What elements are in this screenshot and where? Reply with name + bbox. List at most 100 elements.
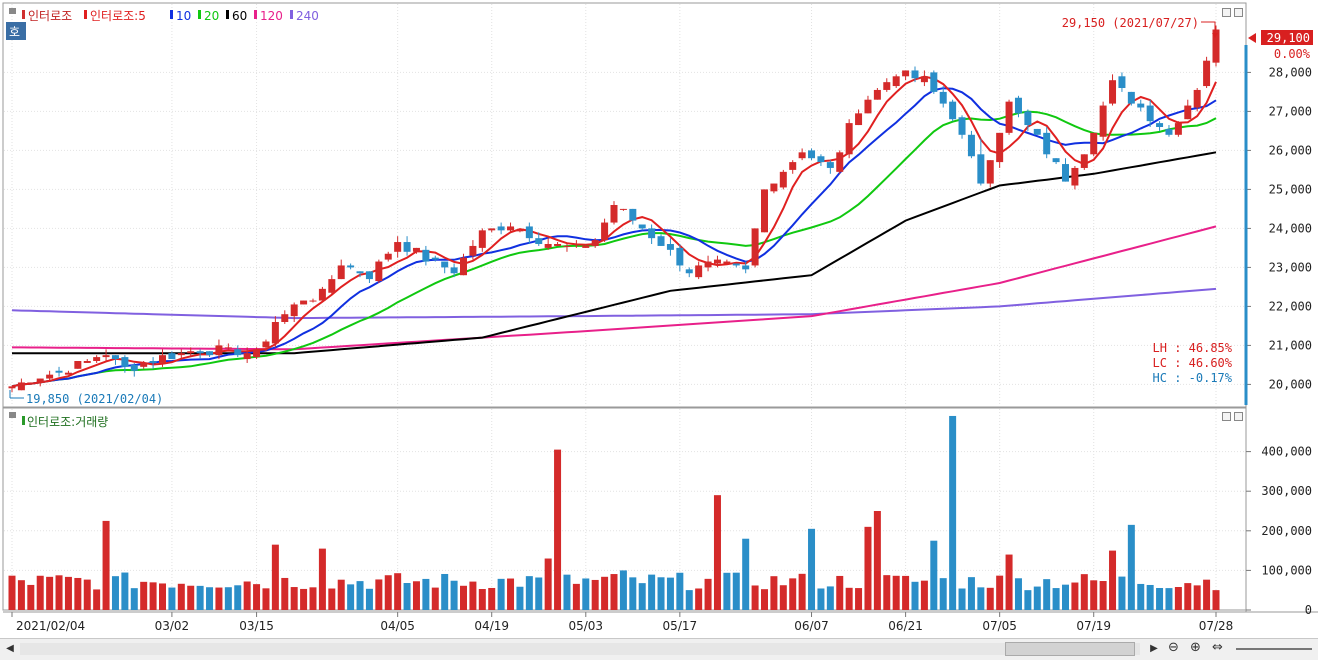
candle: [826, 162, 834, 168]
zoom-out-icon[interactable]: ⊖: [1168, 640, 1179, 655]
candle: [1146, 105, 1154, 122]
candle: [789, 162, 797, 170]
scroll-track[interactable]: [20, 643, 1140, 655]
volume-bar: [46, 576, 54, 610]
volume-bar: [1203, 579, 1211, 610]
candle: [629, 208, 637, 221]
candle: [177, 353, 185, 356]
volume-bar: [986, 587, 994, 610]
candle: [36, 378, 44, 383]
scroll-left-icon[interactable]: ◀: [6, 643, 14, 654]
volume-bar: [507, 578, 515, 610]
volume-bar: [441, 573, 449, 610]
pane-close-button[interactable]: [1234, 8, 1243, 17]
stat-lc: LC : 46.60%: [1153, 356, 1233, 370]
volume-bar: [281, 577, 289, 610]
ma20-line: [11, 110, 1217, 388]
candle: [121, 357, 129, 367]
candle: [770, 183, 778, 192]
volume-series: [8, 415, 1220, 610]
candle: [695, 265, 703, 278]
volume-bar: [196, 585, 204, 610]
volume-bar: [892, 575, 900, 610]
legend-item[interactable]: 10: [176, 9, 191, 23]
volume-bar: [535, 577, 543, 610]
candle: [215, 345, 223, 356]
candle: [1080, 154, 1088, 168]
volume-bar: [17, 580, 25, 610]
volume-tick-label: 200,000: [1261, 524, 1312, 538]
date-tick-label: 06/07: [794, 619, 829, 633]
candle: [1090, 132, 1098, 155]
price-tick-label: 27,000: [1269, 104, 1312, 118]
candle: [864, 99, 872, 114]
date-tick-label: 05/03: [568, 619, 603, 633]
horizontal-scrollbar[interactable]: ◀ ▶ ⊖ ⊕ ⇔: [0, 638, 1318, 660]
candle: [958, 117, 966, 135]
candle: [206, 351, 214, 356]
candle: [243, 353, 251, 360]
volume-bar: [111, 576, 119, 610]
scroll-right-icon[interactable]: ▶: [1150, 643, 1158, 654]
volume-bar: [328, 588, 336, 610]
candle: [751, 228, 759, 266]
volume-bar: [469, 581, 477, 610]
volume-bar: [685, 590, 693, 610]
price-pane-handle-icon[interactable]: [9, 8, 16, 14]
date-tick-label: 05/17: [663, 619, 698, 633]
legend-item[interactable]: 240: [296, 9, 319, 23]
legend-item[interactable]: 120: [260, 9, 283, 23]
zoom-slider[interactable]: [1236, 648, 1312, 650]
candle: [318, 288, 326, 301]
pane-maximize-button[interactable]: [1222, 8, 1231, 17]
volume-tick-label: 400,000: [1261, 445, 1312, 459]
volume-pane-handle-icon[interactable]: [9, 412, 16, 418]
candle: [1099, 105, 1107, 137]
price-legend[interactable]: 인터로조 인터로조:5 10 20 60 120 240: [22, 9, 319, 23]
volume-bar: [1062, 584, 1069, 610]
candle: [1137, 103, 1145, 108]
volume-bar: [1052, 588, 1060, 610]
volume-pane-close-button[interactable]: [1234, 412, 1243, 421]
candle: [394, 242, 402, 252]
volume-bar: [121, 572, 129, 610]
volume-bar: [177, 583, 185, 610]
scroll-thumb[interactable]: [1005, 642, 1135, 656]
volume-bar: [234, 585, 242, 610]
legend-item[interactable]: 인터로조: [28, 9, 72, 23]
candle: [554, 244, 562, 246]
candle: [742, 265, 750, 270]
date-tick-label: 06/21: [888, 619, 923, 633]
volume-bar: [64, 576, 72, 610]
stat-lh: LH : 46.85%: [1153, 341, 1233, 355]
volume-bar: [1024, 590, 1032, 610]
candle: [412, 247, 420, 252]
legend-item[interactable]: 20: [204, 9, 219, 23]
fit-view-icon[interactable]: ⇔: [1212, 640, 1223, 655]
pane-tag-icon[interactable]: [6, 22, 26, 40]
candle: [375, 261, 383, 282]
volume-bar: [168, 587, 176, 610]
volume-bar: [300, 588, 308, 610]
candle: [187, 351, 195, 354]
legend-item[interactable]: 60: [232, 9, 247, 23]
candle: [441, 261, 449, 268]
candle: [64, 372, 72, 375]
candle: [130, 364, 138, 371]
volume-pane-maximize-button[interactable]: [1222, 412, 1231, 421]
volume-bar: [779, 585, 787, 610]
volume-bar: [845, 587, 853, 610]
candle: [779, 171, 787, 188]
candle: [883, 82, 891, 90]
volume-legend-label[interactable]: 인터로조:거래량: [27, 415, 108, 429]
current-price-marker: [1248, 33, 1256, 43]
zoom-in-icon[interactable]: ⊕: [1190, 640, 1201, 655]
volume-bar: [902, 575, 910, 610]
volume-bar: [337, 579, 345, 610]
volume-bar: [676, 572, 684, 610]
volume-tick-label: 100,000: [1261, 563, 1312, 577]
legend-item[interactable]: 인터로조:5: [90, 9, 146, 23]
volume-bar: [159, 583, 166, 610]
candle: [986, 160, 994, 184]
